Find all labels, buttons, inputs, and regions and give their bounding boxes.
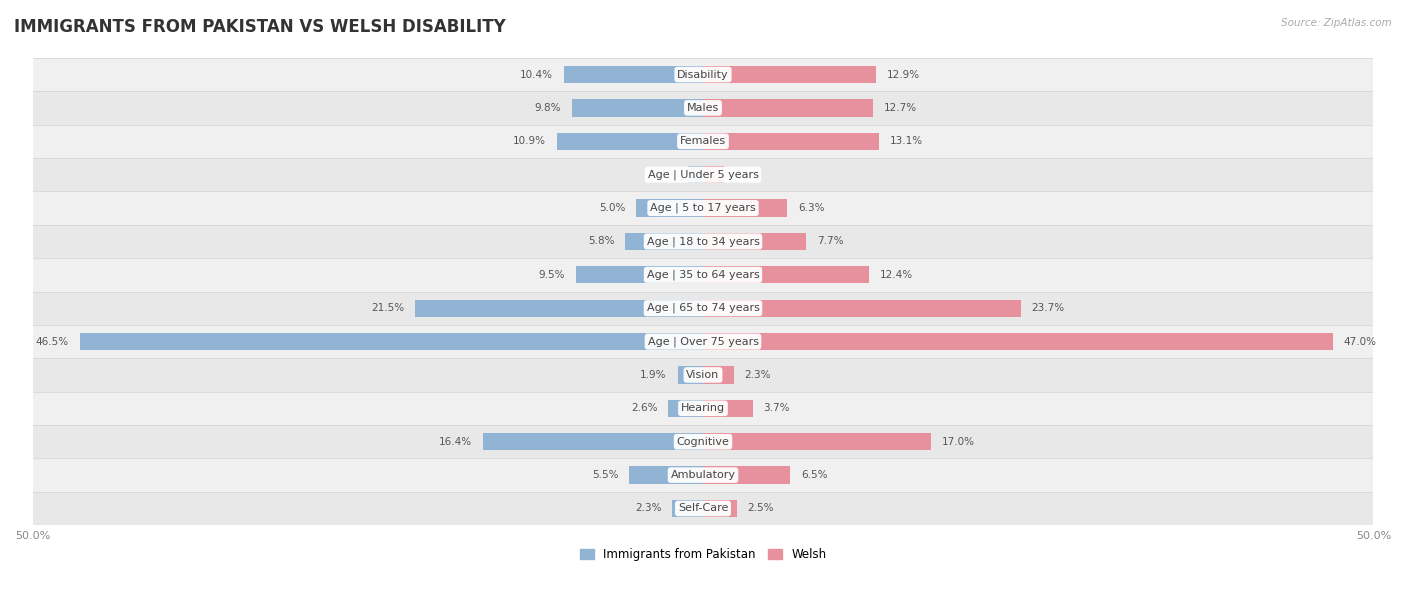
Bar (32, 225, 1374, 258)
Text: 23.7%: 23.7% (1032, 303, 1064, 313)
Text: 7.7%: 7.7% (817, 236, 844, 247)
Text: Self-Care: Self-Care (678, 504, 728, 513)
Bar (32, 458, 1374, 492)
Text: IMMIGRANTS FROM PAKISTAN VS WELSH DISABILITY: IMMIGRANTS FROM PAKISTAN VS WELSH DISABI… (14, 18, 506, 36)
Text: 1.6%: 1.6% (735, 170, 762, 180)
Text: 6.5%: 6.5% (801, 470, 827, 480)
Text: 17.0%: 17.0% (942, 437, 974, 447)
Bar (703, 233, 806, 250)
Text: Hearing: Hearing (681, 403, 725, 413)
Text: 1.9%: 1.9% (640, 370, 666, 380)
Bar (703, 500, 737, 517)
Text: 2.6%: 2.6% (631, 403, 658, 413)
Bar (32, 258, 1374, 291)
Text: Age | 65 to 74 years: Age | 65 to 74 years (647, 303, 759, 313)
Text: Ambulatory: Ambulatory (671, 470, 735, 480)
Bar (415, 299, 703, 317)
Text: 16.4%: 16.4% (439, 437, 472, 447)
Text: 12.9%: 12.9% (887, 70, 920, 80)
Bar (564, 66, 703, 83)
Text: 3.7%: 3.7% (763, 403, 790, 413)
Text: Females: Females (681, 136, 725, 146)
Bar (32, 325, 1374, 358)
Bar (703, 299, 1021, 317)
Text: Males: Males (688, 103, 718, 113)
Text: Age | Over 75 years: Age | Over 75 years (648, 337, 758, 347)
Text: 10.9%: 10.9% (513, 136, 546, 146)
Bar (32, 425, 1374, 458)
Bar (32, 192, 1374, 225)
Bar (703, 400, 752, 417)
Bar (557, 133, 703, 150)
Bar (703, 66, 876, 83)
Bar (32, 91, 1374, 125)
Text: Disability: Disability (678, 70, 728, 80)
Bar (32, 492, 1374, 525)
Text: 5.0%: 5.0% (599, 203, 626, 213)
Text: 6.3%: 6.3% (799, 203, 825, 213)
Text: 5.5%: 5.5% (592, 470, 619, 480)
Bar (689, 166, 703, 184)
Bar (626, 233, 703, 250)
Bar (32, 358, 1374, 392)
Text: 2.3%: 2.3% (745, 370, 770, 380)
Text: 9.5%: 9.5% (538, 270, 565, 280)
Legend: Immigrants from Pakistan, Welsh: Immigrants from Pakistan, Welsh (575, 543, 831, 566)
Bar (80, 333, 703, 350)
Bar (703, 333, 1333, 350)
Bar (672, 500, 703, 517)
Bar (32, 125, 1374, 158)
Text: Age | 35 to 64 years: Age | 35 to 64 years (647, 269, 759, 280)
Bar (636, 200, 703, 217)
Bar (32, 58, 1374, 91)
Text: 21.5%: 21.5% (371, 303, 404, 313)
Bar (703, 433, 931, 450)
Text: 5.8%: 5.8% (588, 236, 614, 247)
Bar (32, 392, 1374, 425)
Text: Vision: Vision (686, 370, 720, 380)
Bar (703, 466, 790, 483)
Text: 1.1%: 1.1% (651, 170, 678, 180)
Bar (32, 291, 1374, 325)
Text: 10.4%: 10.4% (520, 70, 553, 80)
Bar (32, 158, 1374, 192)
Bar (668, 400, 703, 417)
Text: 9.8%: 9.8% (534, 103, 561, 113)
Bar (575, 266, 703, 283)
Bar (703, 200, 787, 217)
Text: Age | 18 to 34 years: Age | 18 to 34 years (647, 236, 759, 247)
Text: Cognitive: Cognitive (676, 437, 730, 447)
Bar (703, 133, 879, 150)
Text: 12.4%: 12.4% (880, 270, 912, 280)
Bar (484, 433, 703, 450)
Text: Age | Under 5 years: Age | Under 5 years (648, 170, 758, 180)
Text: 46.5%: 46.5% (35, 337, 69, 346)
Bar (678, 367, 703, 384)
Text: Source: ZipAtlas.com: Source: ZipAtlas.com (1281, 18, 1392, 28)
Text: 13.1%: 13.1% (890, 136, 922, 146)
Text: 2.5%: 2.5% (747, 504, 773, 513)
Bar (572, 99, 703, 117)
Text: 12.7%: 12.7% (884, 103, 917, 113)
Bar (630, 466, 703, 483)
Text: 2.3%: 2.3% (636, 504, 661, 513)
Bar (703, 99, 873, 117)
Bar (703, 367, 734, 384)
Bar (703, 266, 869, 283)
Bar (703, 166, 724, 184)
Text: 47.0%: 47.0% (1344, 337, 1376, 346)
Text: Age | 5 to 17 years: Age | 5 to 17 years (650, 203, 756, 214)
